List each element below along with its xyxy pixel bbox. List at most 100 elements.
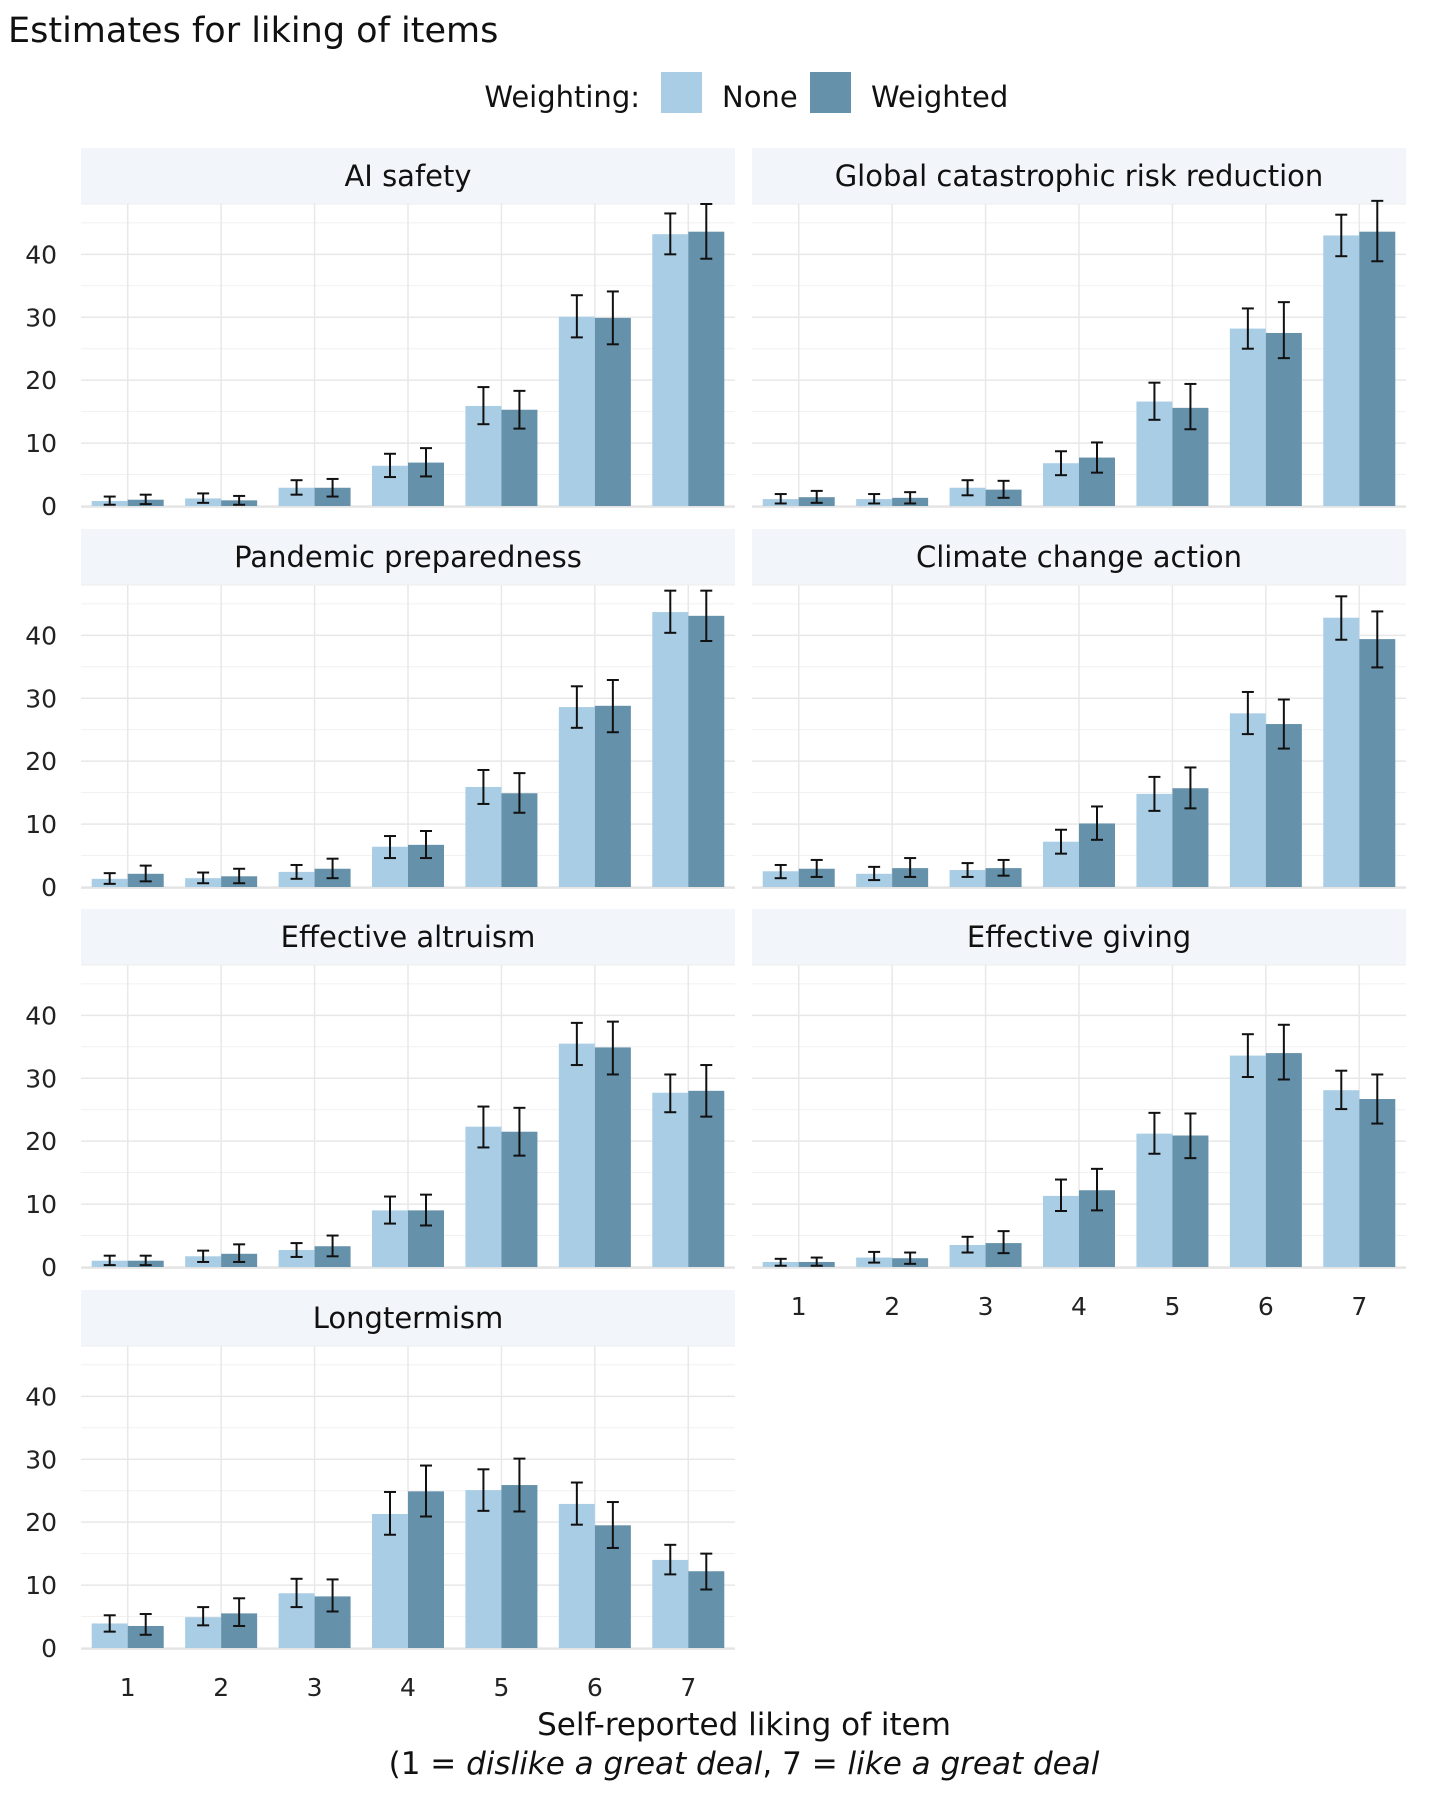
x-tick-label: 4 bbox=[1071, 1292, 1087, 1321]
bar-weighted bbox=[1359, 639, 1396, 887]
bar-none bbox=[652, 1092, 689, 1267]
legend-label-weighted: Weighted bbox=[871, 80, 1008, 114]
x-tick-label: 1 bbox=[120, 1673, 136, 1702]
x-tick-label: 5 bbox=[1164, 1292, 1180, 1321]
bar-none bbox=[1229, 1055, 1266, 1267]
bar-none bbox=[558, 1503, 595, 1648]
panel-strip bbox=[81, 148, 735, 204]
bar-none bbox=[558, 707, 595, 887]
bar-none bbox=[558, 1043, 595, 1267]
y-tick-label: 30 bbox=[25, 1445, 57, 1474]
panel-strip bbox=[81, 529, 735, 585]
panel-1: Global catastrophic risk reduction bbox=[752, 148, 1406, 508]
y-tick-label: 0 bbox=[41, 1634, 57, 1663]
x-axis-title-line2: (1 = dislike a great deal, 7 = like a gr… bbox=[389, 1746, 1100, 1782]
x-tick-label: 7 bbox=[1351, 1292, 1367, 1321]
panel-title: Longtermism bbox=[313, 1301, 503, 1335]
bar-none bbox=[949, 1244, 986, 1267]
y-tick-label: 0 bbox=[41, 873, 57, 902]
panel-title: Global catastrophic risk reduction bbox=[835, 159, 1324, 193]
x-tick-label: 2 bbox=[884, 1292, 900, 1321]
panel-title: Pandemic preparedness bbox=[234, 540, 582, 574]
y-tick-label: 30 bbox=[25, 1064, 57, 1093]
panel-strip bbox=[752, 529, 1406, 585]
x-tick-label: 3 bbox=[978, 1292, 994, 1321]
bar-weighted bbox=[127, 1625, 164, 1648]
bar-none bbox=[652, 612, 689, 887]
bar-none bbox=[652, 234, 689, 506]
bar-none bbox=[278, 1250, 315, 1267]
bar-weighted bbox=[1265, 332, 1302, 506]
x-axis-title-line1: Self-reported liking of item bbox=[537, 1707, 951, 1743]
bar-weighted bbox=[1359, 1099, 1396, 1267]
panel-6: Longtermism 0 10 20 30 40 1 2 3 4 5 6 7 bbox=[25, 1290, 735, 1702]
bar-none bbox=[465, 1490, 502, 1648]
bar-none bbox=[949, 870, 986, 887]
bar-weighted bbox=[1359, 231, 1396, 506]
x-tick-label: 6 bbox=[1258, 1292, 1274, 1321]
bar-none bbox=[1323, 235, 1360, 507]
x-tick-label: 4 bbox=[400, 1673, 416, 1702]
y-tick-label: 10 bbox=[25, 1571, 57, 1600]
panel-2: Pandemic preparedness 0 10 20 30 40 bbox=[25, 529, 735, 902]
y-tick-label: 40 bbox=[25, 1001, 57, 1030]
y-tick-label: 0 bbox=[41, 492, 57, 521]
x-tick-label: 5 bbox=[493, 1673, 509, 1702]
x-axis-title-part: dislike a great deal bbox=[466, 1746, 763, 1782]
y-tick-label: 40 bbox=[25, 621, 57, 650]
y-tick-label: 40 bbox=[25, 240, 57, 269]
y-tick-label: 30 bbox=[25, 303, 57, 332]
y-tick-label: 10 bbox=[25, 1190, 57, 1219]
bar-weighted bbox=[1265, 724, 1302, 887]
panel-4: Effective altruism 0 10 20 30 40 bbox=[25, 909, 735, 1282]
panel-strip bbox=[752, 148, 1406, 204]
bar-none bbox=[1229, 328, 1266, 506]
bar-weighted bbox=[688, 615, 725, 887]
y-tick-label: 30 bbox=[25, 684, 57, 713]
y-tick-label: 20 bbox=[25, 366, 57, 395]
y-tick-label: 10 bbox=[25, 429, 57, 458]
bar-none bbox=[1229, 713, 1266, 887]
y-tick-label: 10 bbox=[25, 810, 57, 839]
y-tick-label: 20 bbox=[25, 747, 57, 776]
x-tick-label: 6 bbox=[587, 1673, 603, 1702]
panel-title: Climate change action bbox=[916, 540, 1242, 574]
bar-none bbox=[278, 487, 315, 506]
bar-none bbox=[949, 487, 986, 506]
x-axis-title-part: , 7 = bbox=[762, 1746, 847, 1782]
panel-title: Effective giving bbox=[967, 920, 1191, 954]
x-axis-title-part: (1 = bbox=[389, 1746, 467, 1782]
panel-0: AI safety 0 10 20 30 40 bbox=[25, 148, 735, 521]
y-tick-label: 40 bbox=[25, 1382, 57, 1411]
bar-weighted bbox=[985, 868, 1022, 887]
panel-title: Effective altruism bbox=[281, 920, 536, 954]
bar-none bbox=[558, 316, 595, 506]
bar-weighted bbox=[594, 1047, 631, 1267]
legend-label-none: None bbox=[722, 80, 798, 114]
y-tick-label: 0 bbox=[41, 1253, 57, 1282]
bar-weighted bbox=[1265, 1053, 1302, 1267]
bar-none bbox=[1323, 617, 1360, 887]
legend-title: Weighting: bbox=[484, 80, 640, 114]
panel-strip bbox=[752, 909, 1406, 965]
panel-3: Climate change action bbox=[752, 529, 1406, 889]
legend-swatch-weighted bbox=[810, 72, 851, 113]
x-tick-label: 1 bbox=[791, 1292, 807, 1321]
bar-weighted bbox=[985, 1243, 1022, 1267]
x-tick-label: 2 bbox=[213, 1673, 229, 1702]
bar-none bbox=[465, 1126, 502, 1267]
x-tick-label: 7 bbox=[680, 1673, 696, 1702]
panel-title: AI safety bbox=[344, 159, 471, 193]
bar-none bbox=[1136, 1133, 1173, 1267]
panel-strip bbox=[81, 1290, 735, 1346]
chart-title: Estimates for liking of items bbox=[8, 11, 498, 51]
legend-swatch-none bbox=[661, 72, 702, 113]
bar-weighted bbox=[688, 1090, 725, 1267]
x-tick-label: 3 bbox=[307, 1673, 323, 1702]
bar-none bbox=[372, 1513, 408, 1648]
bar-none bbox=[1323, 1090, 1360, 1267]
bar-weighted bbox=[594, 317, 631, 506]
y-tick-label: 20 bbox=[25, 1508, 57, 1537]
